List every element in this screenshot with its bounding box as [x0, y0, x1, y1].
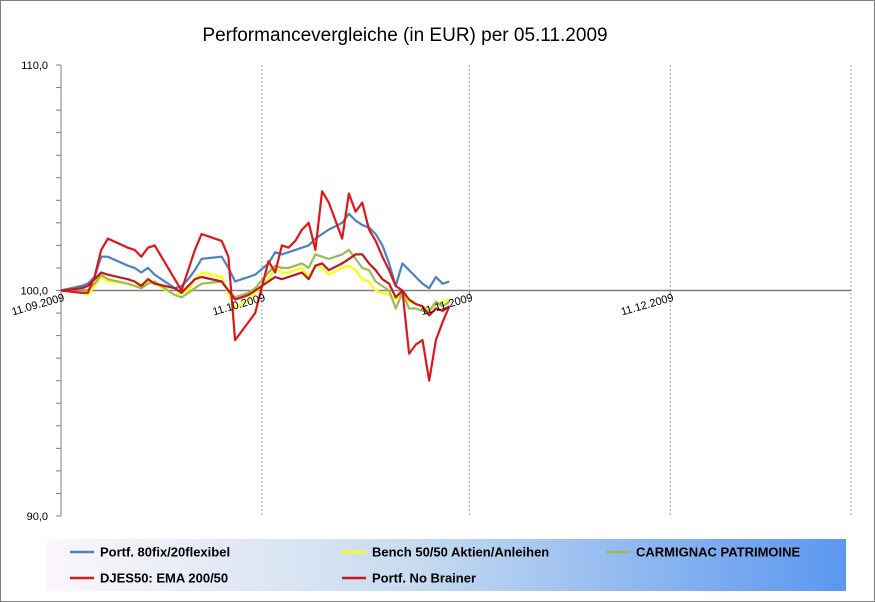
series-line-3 [60, 248, 450, 312]
legend-label: Bench 50/50 Aktien/Anleihen [372, 545, 549, 560]
legend-entry: Bench 50/50 Aktien/Anleihen [342, 545, 549, 560]
y-tick-label: 100,0 [20, 286, 48, 298]
x-tick-labels: 11.09.2009 11.10.2009 11.11.2009 11.12.2009 [10, 292, 675, 318]
legend-entry: Portf. No Brainer [342, 571, 476, 586]
legend: Portf. 80fix/20flexibel Bench 50/50 Aktie… [47, 539, 846, 591]
series-line-5 [60, 253, 450, 317]
legend-label: DJES50: EMA 200/50 [100, 571, 228, 586]
legend-label: Portf. 80fix/20flexibel [100, 545, 230, 560]
x-tick-label: 11.12.2009 [620, 292, 675, 318]
series-line-2 [60, 264, 450, 312]
legend-label: CARMIGNAC PATRIMOINE [636, 545, 801, 560]
chart-title: Performancevergleiche (in EUR) per 05.11… [202, 25, 607, 46]
legend-label: Portf. No Brainer [372, 571, 476, 586]
axes [56, 64, 851, 517]
series-lines [60, 190, 451, 382]
y-tick-label: 110,0 [21, 60, 48, 72]
y-tick-label: 90,0 [27, 511, 48, 523]
legend-entry: DJES50: EMA 200/50 [70, 571, 228, 586]
legend-background [47, 539, 846, 591]
y-tick-labels: 90,0 100,0 110,0 [20, 60, 48, 523]
series-line-4 [60, 190, 451, 382]
legend-entry: CARMIGNAC PATRIMOINE [606, 545, 801, 560]
series-line-1 [60, 212, 450, 292]
legend-entry: Portf. 80fix/20flexibel [70, 545, 230, 560]
